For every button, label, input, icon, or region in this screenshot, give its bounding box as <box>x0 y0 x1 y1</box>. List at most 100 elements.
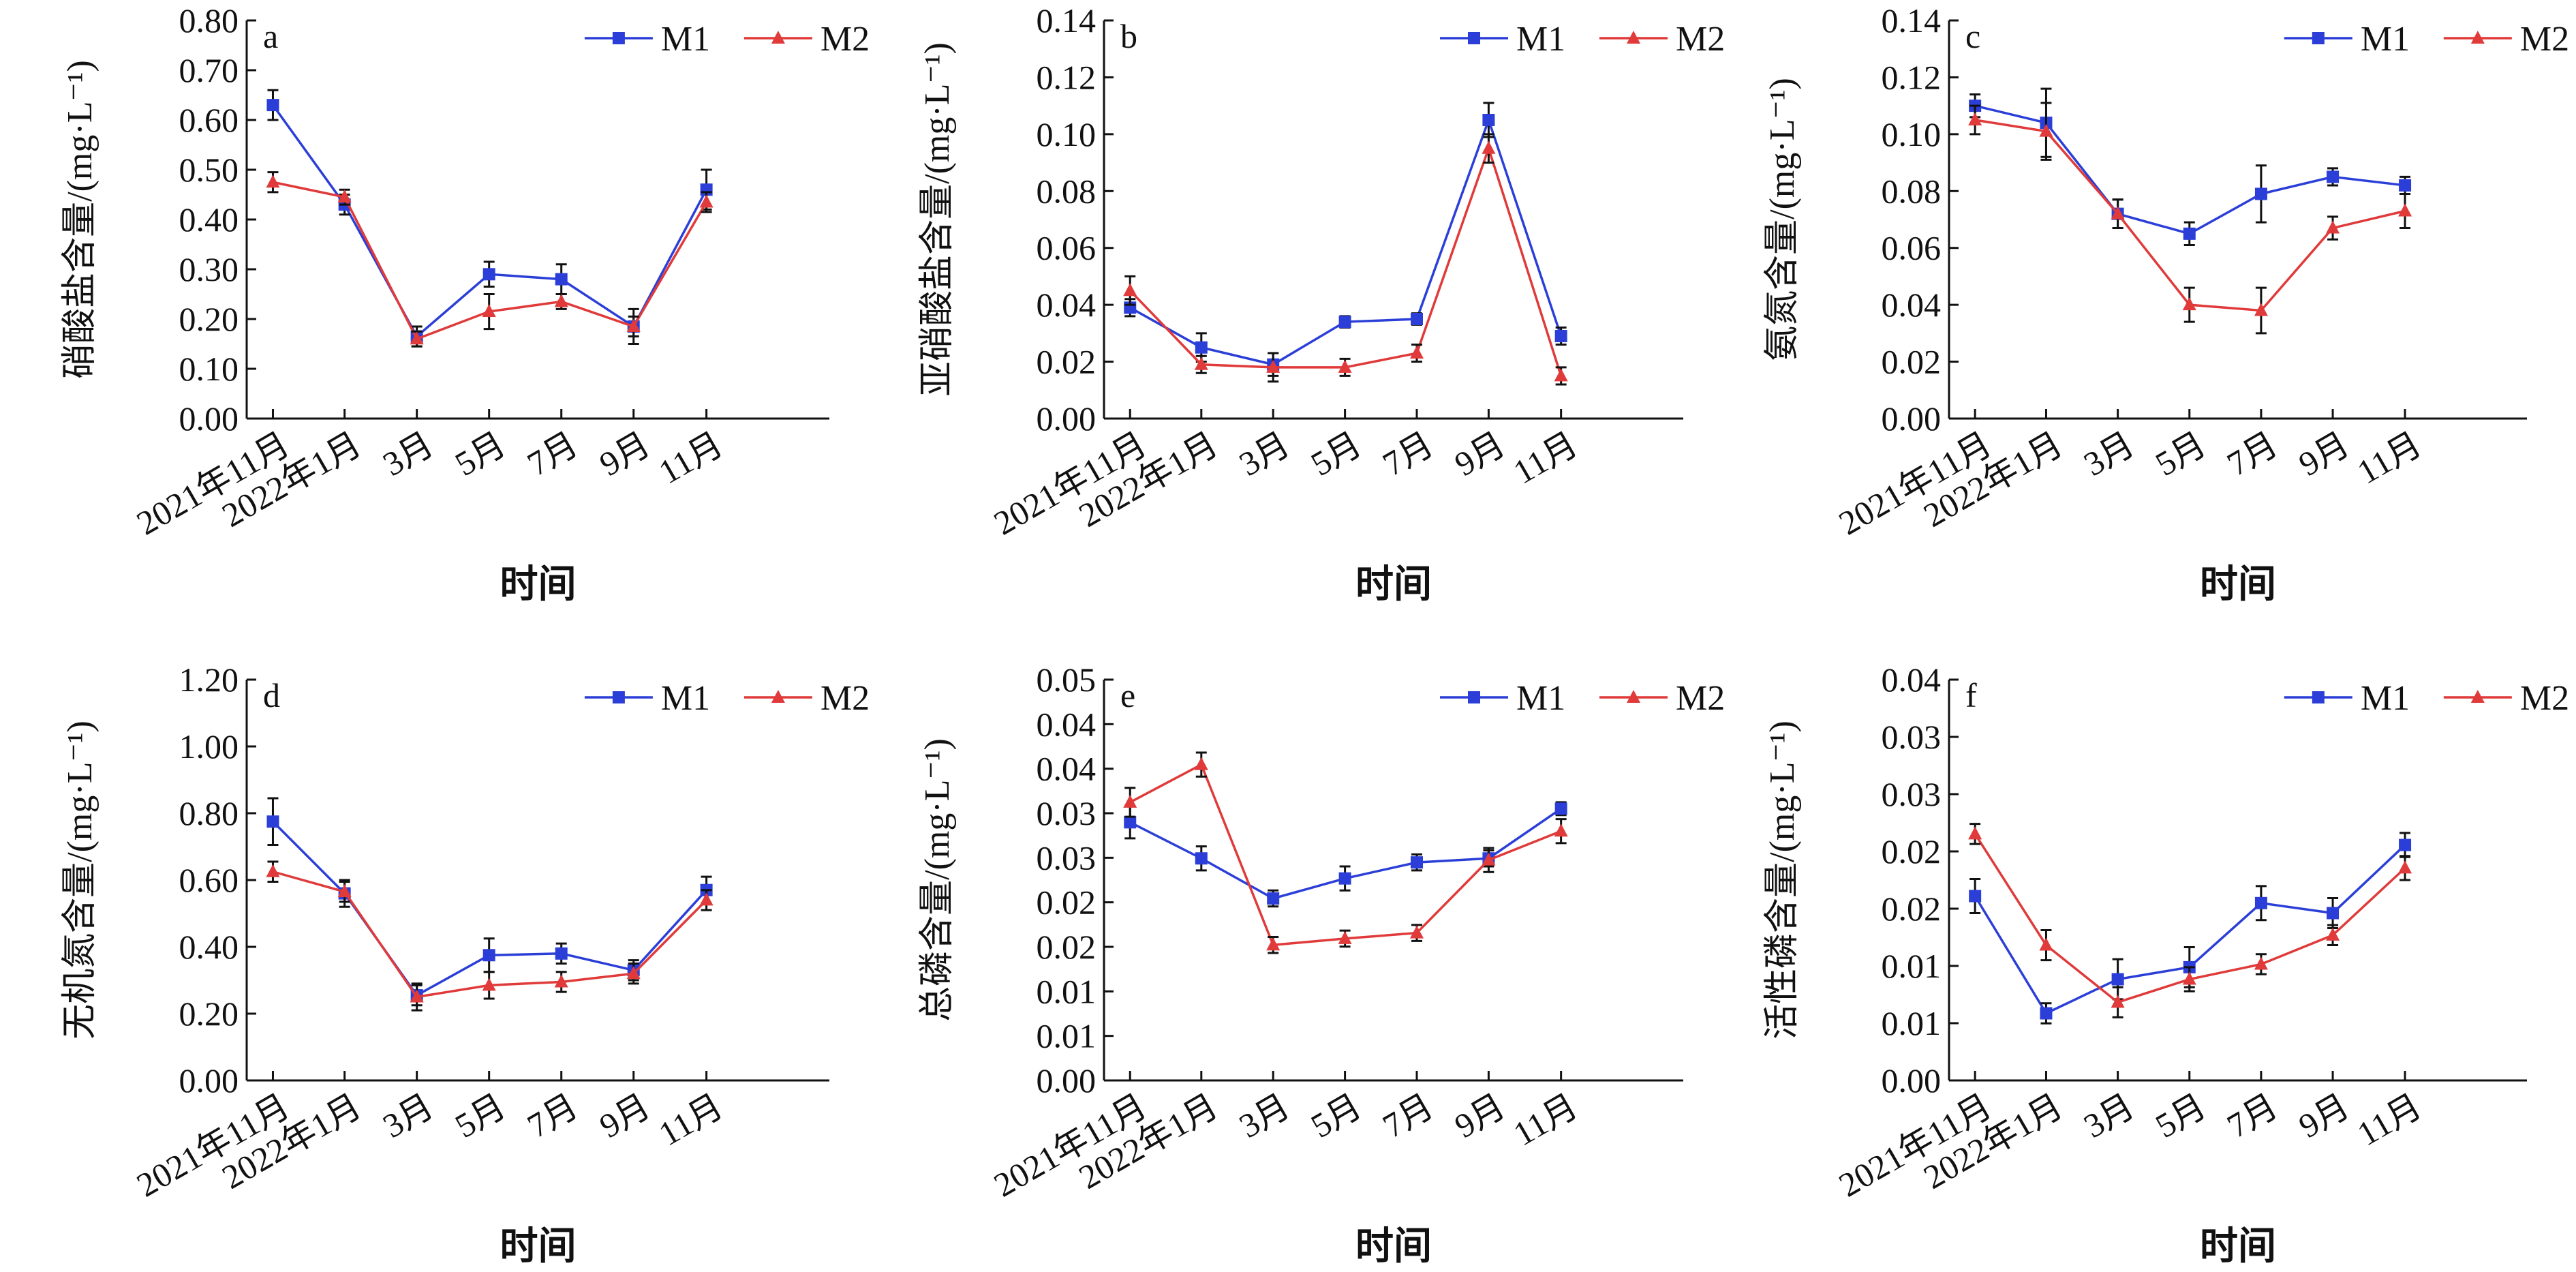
x-axis-title: 时间 <box>1355 1226 1432 1268</box>
y-tick-label: 0.02 <box>1882 343 1942 381</box>
y-axis-title: 无机氮含量/(mg·L⁻¹) <box>61 721 99 1040</box>
x-tick-label: 11月 <box>652 425 729 491</box>
chart-panel-e: 0.00 0.01 0.01 0.02 0.02 0.03 0.03 0.04 0.04 0.05… <box>918 661 1725 1268</box>
y-tick-label: 0.04 <box>1037 705 1097 743</box>
x-tick-label: 9月 <box>1448 425 1512 483</box>
y-tick-label: 0.00 <box>179 1061 239 1100</box>
x-tick-label: 11月 <box>652 1087 729 1153</box>
y-tick-label: 0.10 <box>179 350 239 388</box>
x-axis-title: 时间 <box>2200 1226 2276 1268</box>
y-axis-title: 硝酸盐含量/(mg·L⁻¹) <box>61 60 99 379</box>
legend-label-m2: M2 <box>1676 20 1725 59</box>
data-point-m2 <box>1194 757 1208 770</box>
y-tick-label: 0.06 <box>1037 229 1097 267</box>
x-tick-label: 11月 <box>1507 425 1584 491</box>
legend-label-m2: M2 <box>2520 20 2569 59</box>
data-point-m2 <box>337 884 352 898</box>
x-tick-label: 7月 <box>2220 425 2284 483</box>
y-tick-label: 0.12 <box>1882 58 1942 96</box>
data-point-m2 <box>1482 140 1496 154</box>
data-point-m2 <box>1123 283 1137 297</box>
x-tick-label: 5月 <box>2149 425 2212 483</box>
data-point-m2 <box>1410 925 1424 939</box>
chart-panel-b: 0.000.020.040.060.080.100.120.142021年11月… <box>918 1 1725 606</box>
legend-label-m1: M1 <box>661 20 710 59</box>
data-point-m2 <box>2111 206 2125 219</box>
legend-label-m1: M1 <box>1516 679 1565 718</box>
x-tick-label: 3月 <box>376 1087 440 1145</box>
y-tick-label: 0.08 <box>1882 172 1942 210</box>
data-point-m1 <box>2040 1007 2053 1020</box>
data-point-m2 <box>2398 860 2412 874</box>
panel-letter: f <box>1965 676 1977 714</box>
legend-marker-m2 <box>771 31 785 44</box>
y-tick-label: 0.10 <box>1037 115 1097 153</box>
data-point-m1 <box>1124 816 1137 829</box>
x-tick-label: 5月 <box>1304 1087 1368 1145</box>
chart-panel-c: 0.000.020.040.060.080.100.120.142021年11月… <box>1763 1 2569 606</box>
x-tick-label: 3月 <box>376 425 440 483</box>
data-point-m2 <box>2326 927 2340 941</box>
y-tick-label: 0.00 <box>1882 399 1942 438</box>
data-point-m2 <box>699 892 714 906</box>
data-point-m2 <box>554 294 568 307</box>
x-tick-label: 9月 <box>2293 1087 2356 1145</box>
y-tick-label: 0.04 <box>1882 661 1942 699</box>
data-point-m2 <box>1338 930 1352 944</box>
data-point-m2 <box>2254 303 2268 316</box>
x-tick-label: 9月 <box>1448 1087 1512 1145</box>
x-tick-label: 9月 <box>593 1087 656 1145</box>
y-tick-label: 0.80 <box>179 794 239 832</box>
data-point-m2 <box>410 331 424 345</box>
panel-letter: d <box>263 676 280 714</box>
data-point-m1 <box>1267 892 1280 905</box>
y-tick-label: 1.20 <box>179 661 239 699</box>
data-point-m2 <box>1266 359 1281 373</box>
x-tick-label: 7月 <box>2220 1087 2284 1145</box>
y-tick-label: 0.08 <box>1037 172 1097 210</box>
legend-marker-m2 <box>771 690 785 703</box>
legend-label-m1: M1 <box>1516 20 1565 59</box>
data-point-m1 <box>1338 316 1351 329</box>
data-point-m2 <box>1482 852 1496 866</box>
y-tick-label: 0.02 <box>1882 890 1942 928</box>
data-point-m2 <box>1266 937 1281 951</box>
data-point-m1 <box>1969 890 1982 903</box>
y-tick-label: 0.01 <box>1037 972 1097 1010</box>
y-tick-label: 0.02 <box>1882 832 1942 870</box>
data-point-m1 <box>555 273 568 286</box>
data-point-m2 <box>266 175 280 188</box>
x-tick-label: 11月 <box>1507 1087 1584 1153</box>
legend-label-m2: M2 <box>821 679 870 718</box>
data-point-m1 <box>1195 852 1208 865</box>
data-point-m1 <box>482 268 495 281</box>
x-tick-label: 5月 <box>448 1087 512 1145</box>
y-tick-label: 0.04 <box>1882 286 1942 324</box>
y-tick-label: 0.03 <box>1037 838 1097 877</box>
y-tick-label: 0.04 <box>1037 286 1097 324</box>
data-point-m1 <box>2399 838 2412 851</box>
data-point-m2 <box>626 966 641 980</box>
data-point-m1 <box>2183 227 2196 240</box>
legend-marker-m2 <box>1627 690 1640 703</box>
x-axis-title: 时间 <box>500 564 577 606</box>
y-tick-label: 0.40 <box>179 200 239 239</box>
data-point-m1 <box>2327 170 2340 183</box>
x-tick-label: 11月 <box>2351 425 2428 491</box>
x-axis-title: 时间 <box>500 1226 577 1268</box>
data-point-m2 <box>1123 794 1137 808</box>
x-tick-label: 9月 <box>593 425 656 483</box>
x-tick-label: 9月 <box>2293 425 2356 483</box>
data-point-m1 <box>1482 114 1495 126</box>
data-point-m2 <box>337 190 352 203</box>
y-tick-label: 0.00 <box>1037 399 1097 438</box>
x-tick-label: 3月 <box>1233 425 1296 483</box>
series-line-m1 <box>1974 104 2406 235</box>
data-point-m1 <box>1411 313 1423 325</box>
data-point-m2 <box>1968 826 1982 840</box>
y-tick-label: 0.03 <box>1882 775 1942 813</box>
data-point-m1 <box>2399 179 2412 192</box>
y-tick-label: 0.40 <box>179 928 239 966</box>
y-tick-label: 1.00 <box>179 727 239 766</box>
